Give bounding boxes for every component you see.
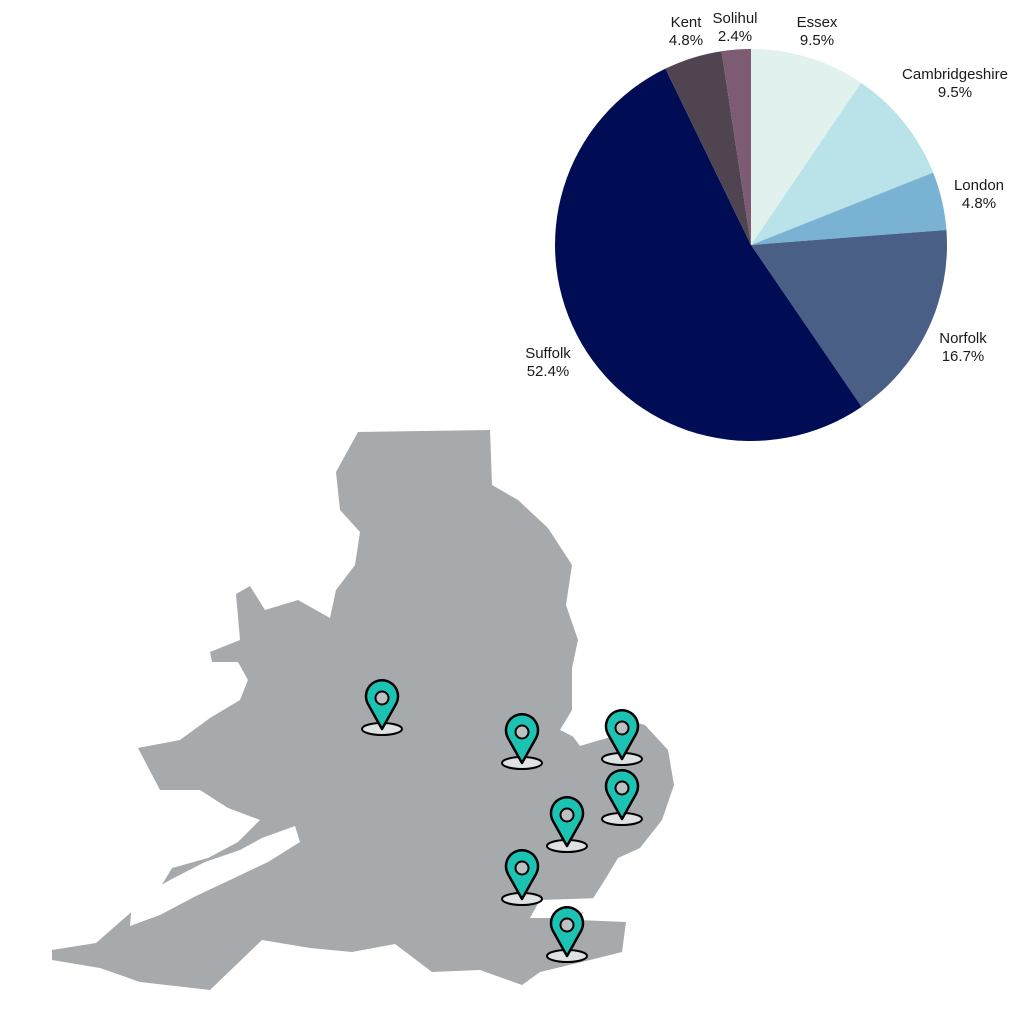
map-pin-icon: [501, 713, 543, 770]
pie-label-name: Norfolk: [939, 330, 987, 347]
pie-label-percent: 4.8%: [962, 195, 996, 212]
pie-label-norfolk: Norfolk 16.7%: [939, 330, 987, 365]
pie-slice-london: [751, 172, 947, 245]
pie-label-percent: 16.7%: [942, 348, 985, 365]
map-pins: [361, 679, 643, 963]
pie-slice-solihul: [721, 49, 751, 245]
pie-label-percent: 9.5%: [800, 32, 834, 49]
pie-label-name: London: [954, 177, 1004, 194]
england-map: [52, 430, 674, 990]
pie-label-percent: 2.4%: [718, 28, 752, 45]
map-pin-icon: [361, 679, 403, 736]
pie-label-percent: 4.8%: [669, 32, 703, 49]
pie-label-name: Suffolk: [525, 345, 571, 362]
pie-label-name: Essex: [797, 14, 838, 31]
pie-label-name: Cambridgeshire: [902, 66, 1008, 83]
pie-slice-suffolk: [555, 68, 862, 441]
map-inlet-severn: [130, 826, 300, 926]
pie-chart: [555, 49, 947, 441]
pie-slice-kent: [665, 51, 751, 245]
pie-label-percent: 52.4%: [527, 363, 570, 380]
pie-label-essex: Essex 9.5%: [797, 14, 838, 49]
pie-labels: Essex 9.5%Cambridgeshire 9.5%London 4.8%Nor…: [525, 10, 1008, 380]
pie-label-london: London 4.8%: [954, 177, 1004, 212]
pie-label-suffolk: Suffolk 52.4%: [525, 345, 571, 380]
pie-slice-cambridgeshire: [751, 82, 934, 245]
map-pin-icon: [601, 769, 643, 826]
pie-slice-essex: [751, 49, 862, 245]
pie-slice-norfolk: [751, 229, 947, 407]
pie-label-solihul: Solihul 2.4%: [712, 10, 757, 45]
pie-label-name: Solihul: [712, 10, 757, 27]
map-pin-icon: [546, 796, 588, 853]
pie-label-name: Kent: [671, 14, 703, 31]
map-pin-icon: [546, 906, 588, 963]
map-pin-icon: [601, 709, 643, 766]
pie-label-percent: 9.5%: [938, 84, 972, 101]
map-pin-icon: [501, 849, 543, 906]
pie-label-kent: Kent 4.8%: [669, 14, 703, 49]
pie-label-cambridgeshire: Cambridgeshire 9.5%: [902, 66, 1008, 101]
